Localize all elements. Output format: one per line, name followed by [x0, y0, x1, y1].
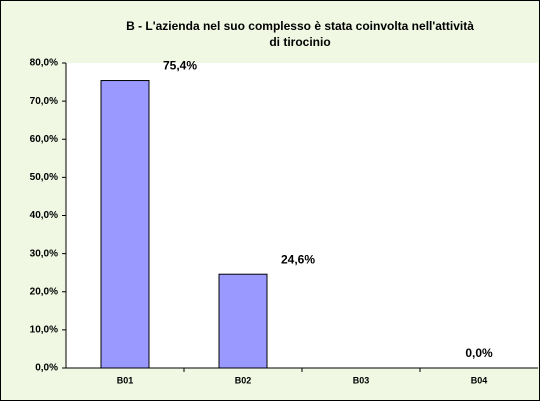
x-tick-label: B04: [471, 375, 488, 385]
y-tick-label: 0,0%: [35, 363, 58, 374]
data-label: 75,4%: [163, 59, 197, 73]
y-tick-label: 70,0%: [30, 96, 58, 107]
chart-title: di tirocinio: [269, 35, 330, 49]
chart-title: B - L'azienda nel suo complesso è stata …: [126, 19, 474, 33]
x-tick-label: B01: [117, 375, 134, 385]
data-label: 24,6%: [281, 252, 315, 266]
y-tick-label: 20,0%: [30, 286, 58, 297]
y-tick-label: 80,0%: [30, 58, 58, 69]
y-tick-label: 50,0%: [30, 172, 58, 183]
x-tick-label: B03: [353, 375, 370, 385]
data-label: 0,0%: [465, 346, 493, 360]
y-tick-label: 60,0%: [30, 134, 58, 145]
bar: [100, 80, 150, 369]
x-tick-label: B02: [235, 375, 252, 385]
y-tick-label: 10,0%: [30, 325, 58, 336]
bar: [218, 273, 268, 369]
y-tick-label: 40,0%: [30, 210, 58, 221]
y-tick-label: 30,0%: [30, 248, 58, 259]
